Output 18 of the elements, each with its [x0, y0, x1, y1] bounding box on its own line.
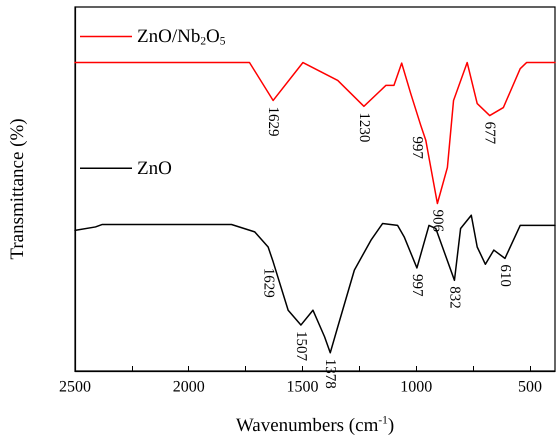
x-tick-label: 1000 — [400, 378, 432, 396]
annotation: 677 — [482, 122, 498, 145]
legend-label: ZnO — [137, 158, 172, 179]
annotation: 610 — [496, 264, 513, 287]
annotation: 1629 — [260, 268, 276, 298]
annotation: 1507 — [292, 331, 309, 362]
x-tick-label: 2500 — [59, 378, 91, 396]
annotation: 1629 — [265, 106, 282, 136]
annotation: 1230 — [356, 112, 372, 142]
x-tick-label: 1500 — [286, 378, 318, 396]
annotation: 997 — [408, 274, 425, 297]
annotation: 832 — [446, 286, 462, 309]
x-tick-label: 500 — [518, 378, 542, 396]
annotation: 906 — [429, 210, 446, 232]
annotation: 997 — [408, 136, 425, 160]
legend-label: ZnO/Nb2O5 — [137, 26, 226, 48]
x-tick-label: 2000 — [172, 378, 205, 396]
y-axis-title: Transmittance (%) — [7, 118, 28, 260]
